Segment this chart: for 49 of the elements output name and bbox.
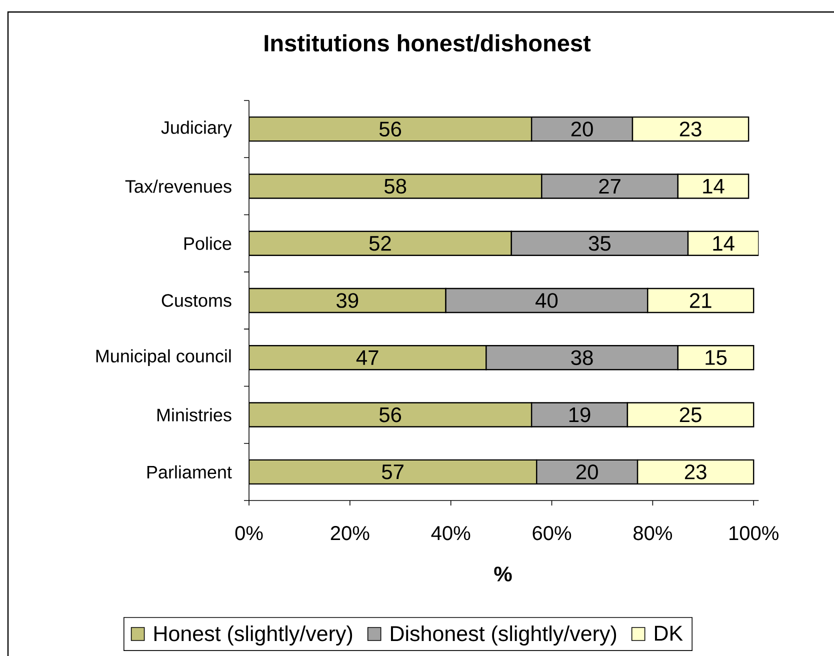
legend-label: Honest (slightly/very) — [154, 625, 352, 646]
bar — [249, 174, 542, 199]
chart-title: Institutions honest/dishonest — [264, 34, 591, 52]
data-label: 56 — [379, 122, 402, 136]
data-label: 57 — [382, 464, 404, 480]
data-label: 14 — [703, 178, 724, 194]
x-tick-label: 60% — [532, 526, 572, 540]
data-label: 39 — [336, 293, 358, 308]
bar — [249, 230, 512, 256]
bar — [249, 402, 532, 428]
y-tick-label: Customs — [162, 294, 232, 307]
data-label: 23 — [684, 464, 706, 480]
x-tick-label: 20% — [330, 526, 370, 540]
data-label: 21 — [690, 293, 712, 308]
bar — [249, 345, 487, 370]
bar — [647, 288, 754, 314]
x-tick-label: 40% — [431, 526, 470, 540]
data-label: 20 — [571, 122, 593, 136]
data-label: 15 — [706, 350, 727, 365]
x-axis-title: % — [494, 566, 512, 582]
data-label: 19 — [569, 407, 590, 422]
y-tick-label: Judiciary — [161, 120, 232, 138]
data-label: 56 — [379, 407, 402, 422]
y-tick-label: Parliament — [147, 465, 232, 479]
y-tick-label: Tax/revenues — [125, 180, 232, 193]
y-tick-label: Police — [184, 236, 232, 250]
legend-label: Dishonest (slightly/very) — [390, 625, 616, 646]
bar — [636, 459, 754, 485]
bar — [249, 116, 532, 142]
data-label: 14 — [713, 236, 734, 251]
legend-label: DK — [654, 626, 683, 641]
data-label: 52 — [369, 236, 391, 251]
bar — [249, 288, 446, 314]
x-tick-label: 100% — [730, 526, 778, 540]
data-label: 38 — [571, 350, 593, 366]
data-label: 58 — [384, 178, 406, 194]
data-label: 47 — [356, 350, 378, 365]
data-label: 27 — [599, 178, 620, 194]
data-label: 20 — [576, 464, 598, 480]
y-tick-label: Municipal council — [96, 349, 231, 366]
bar — [632, 116, 750, 142]
data-label: 23 — [680, 122, 702, 136]
x-tick-label: 0% — [235, 526, 263, 540]
x-tick-label: 80% — [634, 526, 672, 540]
data-label: 25 — [680, 407, 702, 422]
data-label: 40 — [536, 293, 558, 308]
data-label: 35 — [588, 236, 610, 251]
y-tick-label: Ministries — [157, 408, 232, 422]
bar — [249, 459, 538, 485]
